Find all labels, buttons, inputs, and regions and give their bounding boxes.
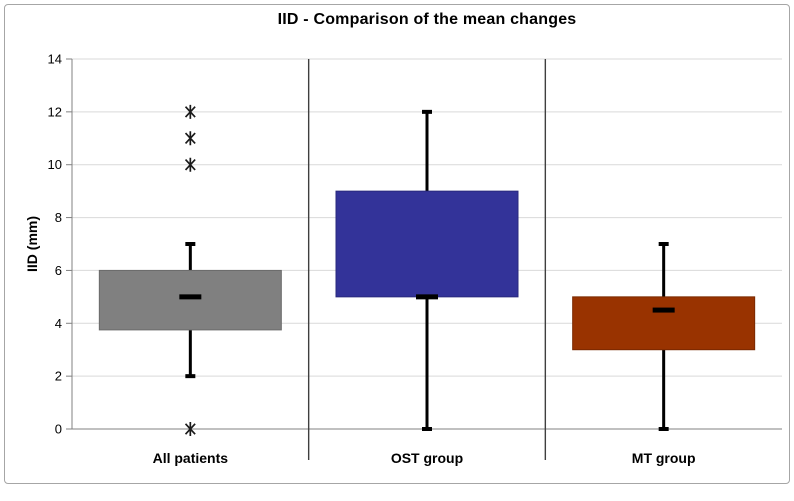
box-ost-group bbox=[335, 190, 519, 298]
outlier-all-patients-3 bbox=[184, 422, 196, 436]
ytick-label-8: 8 bbox=[55, 210, 62, 225]
category-label-mt-group: MT group bbox=[632, 450, 696, 466]
y-axis-title: IID (mm) bbox=[24, 216, 40, 272]
ytick-label-2: 2 bbox=[55, 369, 62, 384]
mean-marker-ost-group bbox=[416, 294, 438, 300]
ytick-label-4: 4 bbox=[55, 316, 62, 331]
ytick-label-10: 10 bbox=[48, 157, 62, 172]
ytick-label-6: 6 bbox=[55, 263, 62, 278]
ytick-label-12: 12 bbox=[48, 104, 62, 119]
chart-title: IID - Comparison of the mean changes bbox=[277, 11, 577, 28]
mean-marker-all-patients bbox=[179, 294, 202, 300]
category-label-ost-group: OST group bbox=[391, 450, 463, 466]
box-all-patients bbox=[98, 269, 282, 331]
outlier-all-patients-1 bbox=[184, 131, 196, 146]
ytick-label-0: 0 bbox=[55, 422, 62, 437]
box-mt-group bbox=[572, 296, 756, 351]
outlier-all-patients-0 bbox=[184, 104, 196, 119]
mean-marker-mt-group bbox=[652, 307, 675, 313]
category-label-all-patients: All patients bbox=[153, 450, 229, 466]
ytick-label-14: 14 bbox=[48, 52, 62, 67]
outlier-all-patients-2 bbox=[184, 157, 196, 172]
